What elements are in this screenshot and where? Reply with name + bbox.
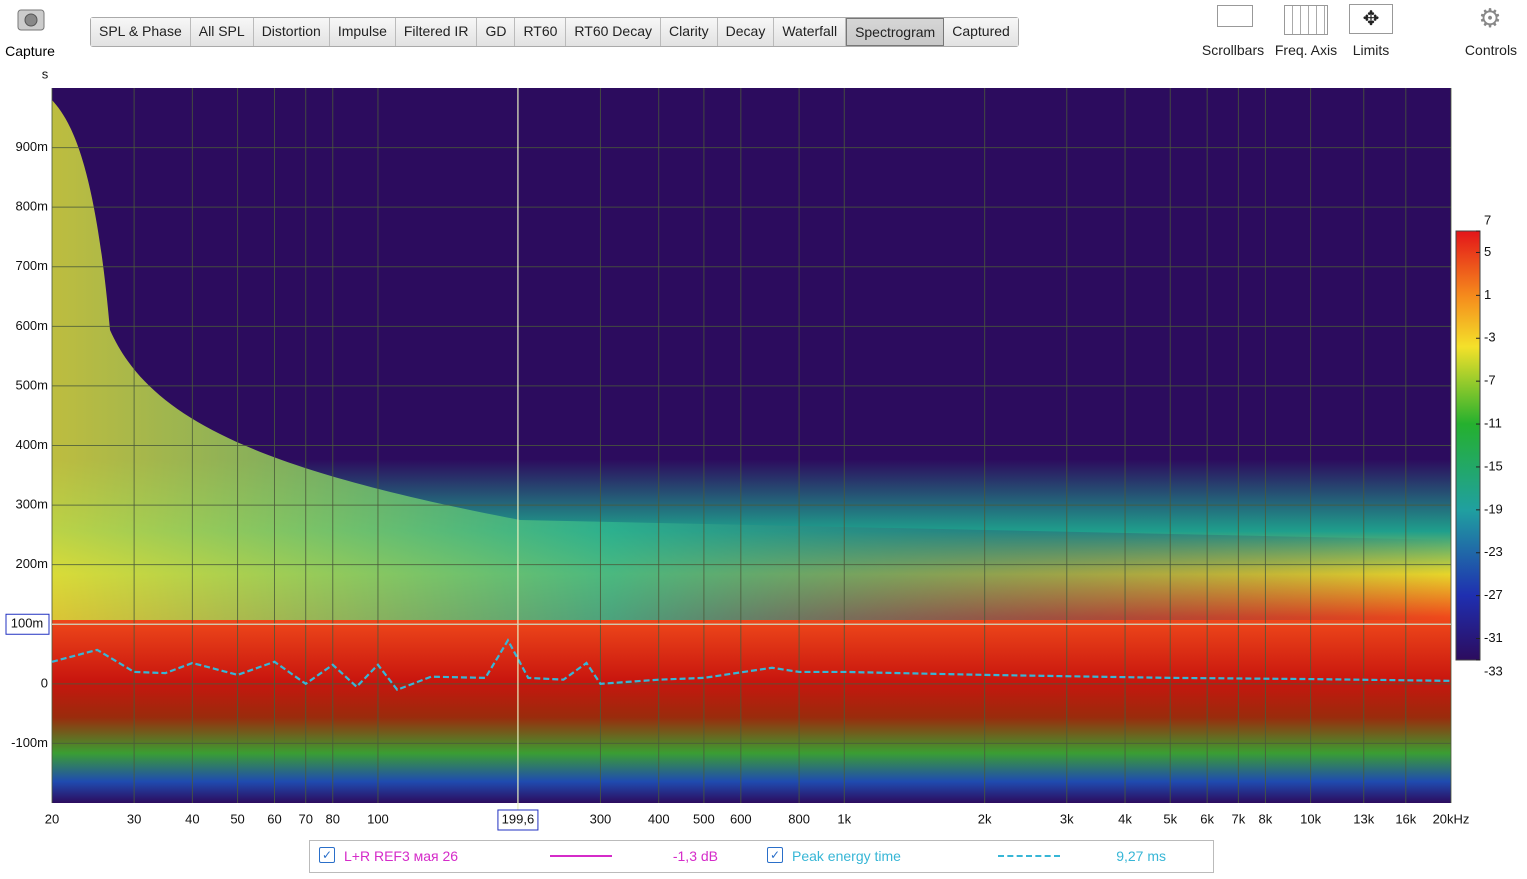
x-tick-label: 4k [1118,811,1132,826]
x-tick-label: 3k [1060,811,1074,826]
colorbar-label: -3 [1484,330,1496,345]
colorbar-label: -11 [1484,415,1502,430]
legend-checkbox[interactable]: ✓ [319,847,335,863]
capture-button[interactable]: Capture [4,4,56,59]
x-tick-label: 800 [788,811,810,826]
x-tick-label: 8k [1259,811,1273,826]
legend-swatch [998,855,1060,857]
y-tick-label: 900m [15,139,48,154]
tab[interactable]: Captured [944,18,1018,46]
x-tick-label: 20 [45,811,59,826]
y-tick-label: 500m [15,377,48,392]
x-tick-label: 60 [267,811,281,826]
tab[interactable]: RT60 [515,18,567,46]
legend: ✓ L+R REF3 мая 26 -1,3 dB ✓ Peak energy time… [309,840,1214,873]
x-tick-label: 13k [1353,811,1374,826]
x-tick-label: 80 [326,811,340,826]
limits-tool[interactable]: ✥ Limits [1344,4,1398,58]
colorbar-label: 1 [1484,287,1491,302]
x-tick-label: 70 [298,811,312,826]
tool-label: Controls [1464,42,1518,58]
tab[interactable]: Clarity [660,18,718,46]
scrollbars-tool[interactable]: Scrollbars [1200,5,1266,58]
colorbar-label: -7 [1484,373,1496,388]
x-tick-label: 10k [1300,811,1321,826]
chart: s 20 30 40 50 60 70 80 100 300 400 500 600 800 1k 2k 3k… [5,66,1503,831]
tab[interactable]: Waterfall [774,18,847,46]
toolbar: Capture SPL & Phase All SPL Distortion Impu… [0,0,1527,66]
plot-area [51,88,1452,803]
y-unit: s [42,66,49,81]
colorbar-label: -27 [1484,587,1503,602]
cursor-label-box [497,809,539,831]
y-tick-label: 200m [15,556,48,571]
legend-swatch [550,855,612,857]
y-tick-label: 400m [15,437,48,452]
cursor-x-label: 199,6 [502,811,535,826]
y-tick-label: -100m [11,735,48,750]
x-tick-label: 40 [185,811,199,826]
colorbar-label: -19 [1484,501,1503,516]
x-tick-label: 1k [837,811,851,826]
legend-readout: -1,3 dB [672,848,718,864]
x-tick-label: 400 [648,811,670,826]
x-tick-label: 20kHz [1433,811,1470,826]
y-tick-label: 0 [41,675,48,690]
tab[interactable]: SPL & Phase [91,18,191,46]
tab-bar: SPL & Phase All SPL Distortion Impulse Filte… [90,17,1019,47]
capture-label: Capture [5,43,55,59]
tab[interactable]: GD [477,18,516,46]
tab[interactable]: Filtered IR [395,18,478,46]
colorbar-label: -23 [1484,544,1503,559]
colorbar-label: 5 [1484,244,1491,259]
x-tick-label: 300 [590,811,612,826]
colorbar [1455,230,1481,661]
colorbar-label: -31 [1484,630,1503,645]
peak-energy-line [51,638,1452,692]
x-tick-label: 50 [230,811,244,826]
tool-label: Limits [1352,42,1390,58]
tab[interactable]: Decay [717,18,775,46]
legend-name: Peak energy time [792,848,901,864]
x-tick-label: 6k [1200,811,1214,826]
tool-label: Freq. Axis [1274,42,1338,58]
x-tick-label: 7k [1232,811,1246,826]
tab[interactable]: Impulse [329,18,396,46]
colorbar-label: -33 [1484,663,1503,678]
tab[interactable]: Distortion [253,18,330,46]
x-tick-label: 2k [978,811,992,826]
y-tick-label: 600m [15,318,48,333]
x-tick-label: 100 [367,811,389,826]
cursor-label-box [5,613,50,635]
freq-axis-tool[interactable]: Freq. Axis [1272,5,1340,58]
colorbar-label: -15 [1484,458,1503,473]
tool-label: Scrollbars [1201,42,1265,58]
legend-name: L+R REF3 мая 26 [344,848,459,864]
y-tick-label: 700m [15,258,48,273]
cursor-y-label: 100m [11,616,44,631]
colorbar-label: 7 [1484,212,1491,227]
controls-tool[interactable]: ⚙ Controls [1464,3,1518,58]
tab[interactable]: RT60 Decay [566,18,661,46]
camera-icon [17,9,45,31]
y-tick-label: 300m [15,497,48,512]
x-tick-label: 30 [127,811,141,826]
x-tick-label: 600 [730,811,752,826]
legend-readout: 9,27 ms [1116,848,1166,864]
x-tick-label: 5k [1163,811,1177,826]
tab[interactable]: All SPL [190,18,254,46]
x-tick-label: 500 [693,811,715,826]
x-tick-label: 16k [1395,811,1416,826]
legend-checkbox[interactable]: ✓ [767,847,783,863]
y-tick-label: 800m [15,199,48,214]
tab[interactable]: Spectrogram [846,18,945,46]
